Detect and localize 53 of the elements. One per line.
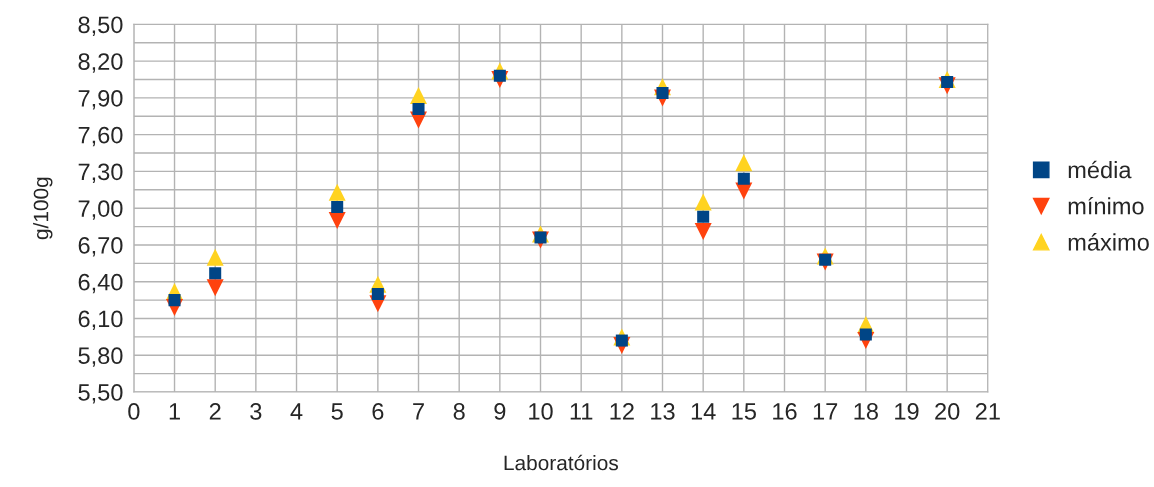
y-axis-title: g/100g [33, 177, 53, 240]
y-tick-label: 6,10 [78, 310, 123, 331]
x-tick-label: 14 [691, 403, 716, 420]
point [410, 86, 428, 104]
x-tick-label: 4 [290, 403, 303, 420]
legend-label: mínimo [1068, 196, 1144, 215]
x-tick-label: 5 [331, 403, 343, 420]
y-tick-label: 7,90 [78, 89, 123, 110]
y-tick-label: 8,20 [78, 53, 123, 73]
x-tick-label: 19 [895, 403, 919, 420]
x-tick-label: 1 [169, 403, 180, 420]
x-tick-label: 2 [209, 403, 221, 420]
y-tick-label: 7,30 [78, 163, 123, 183]
x-tick-label: 17 [813, 403, 838, 420]
x-tick-label: 16 [773, 403, 797, 420]
point [694, 193, 712, 211]
x-tick-label: 0 [128, 403, 140, 420]
point [206, 248, 224, 266]
point [328, 211, 346, 229]
x-tick-label: 6 [372, 403, 384, 420]
y-tick-label: 7,60 [78, 126, 123, 147]
y-tick-label: 5,50 [78, 384, 123, 404]
x-tick-label: 12 [610, 403, 634, 420]
y-tick-label: 7,00 [78, 200, 123, 220]
point [697, 210, 710, 223]
x-tick-label: 13 [651, 403, 675, 420]
point [168, 294, 181, 307]
point [206, 279, 224, 297]
x-tick-label: 9 [494, 403, 506, 420]
point [737, 172, 750, 185]
point [371, 287, 384, 300]
point [694, 222, 712, 240]
legend-label: média [1068, 160, 1132, 179]
y-tick-label: 5,80 [78, 347, 123, 367]
point [328, 183, 346, 201]
x-axis-title: Laboratórios [504, 454, 618, 471]
x-tick-label: 10 [529, 403, 553, 420]
point [735, 154, 753, 172]
point [331, 200, 344, 213]
x-tick-label: 8 [453, 403, 465, 420]
point [209, 267, 222, 280]
x-tick-label: 11 [570, 403, 593, 420]
y-tick-label: 6,40 [78, 273, 123, 294]
x-tick-label: 3 [250, 403, 262, 420]
x-tick-label: 7 [413, 403, 424, 420]
point [412, 102, 425, 115]
x-tick-label: 21 [975, 403, 1000, 420]
x-tick-label: 18 [854, 403, 878, 420]
legend-label: máximo [1068, 233, 1149, 251]
x-tick-label: 15 [732, 403, 756, 420]
y-tick-label: 6,70 [78, 237, 123, 257]
y-tick-label: 8,50 [78, 16, 123, 36]
x-tick-label: 20 [935, 403, 960, 420]
